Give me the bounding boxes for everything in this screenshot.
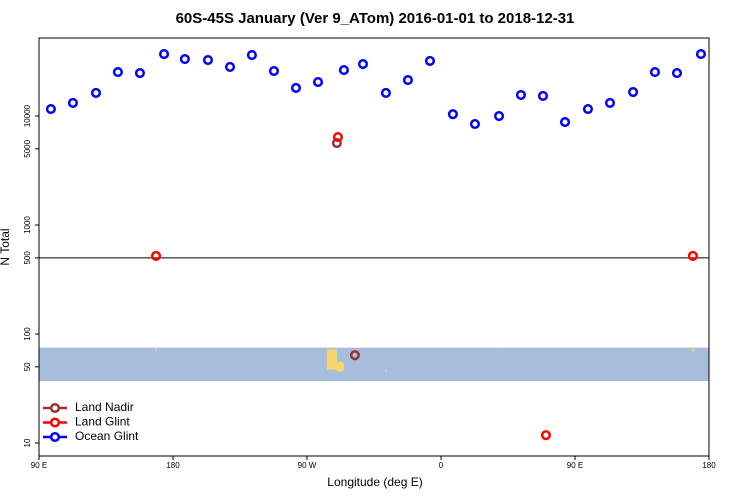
data-point	[246, 49, 257, 61]
y-axis-label: N Total	[0, 228, 12, 265]
data-point	[112, 67, 123, 78]
plot-frame	[38, 37, 710, 457]
data-point	[695, 49, 707, 60]
data-point	[424, 55, 436, 67]
chart-title: 60S-45S January (Ver 9_ATom) 2016-01-01 …	[176, 10, 575, 27]
y-tick-label: 10	[23, 438, 32, 447]
land-shape	[545, 356, 547, 358]
legend-label: Land Glint	[75, 415, 130, 429]
legend-marker	[49, 417, 61, 428]
data-point	[224, 61, 236, 73]
data-point	[290, 82, 302, 94]
data-point	[134, 67, 145, 79]
land-shape	[155, 348, 157, 351]
data-point	[604, 97, 616, 108]
data-point	[268, 65, 279, 77]
data-point	[582, 103, 594, 115]
x-tick-label: 90 E	[31, 461, 47, 470]
land-shape	[691, 348, 695, 352]
data-point	[67, 97, 78, 108]
land-shape	[385, 369, 387, 372]
y-tick-label: 5000	[23, 139, 32, 157]
data-point	[687, 250, 698, 262]
land-shape	[327, 349, 337, 370]
data-point	[159, 49, 170, 60]
legend-marker	[49, 431, 61, 443]
legend-label: Land Nadir	[75, 400, 134, 414]
y-tick-label: 1000	[23, 216, 32, 234]
data-point	[671, 67, 683, 79]
data-point	[349, 350, 360, 361]
data-point	[515, 89, 527, 101]
x-tick-label: 90 W	[298, 461, 317, 470]
data-point	[380, 87, 391, 98]
data-point	[312, 77, 324, 88]
data-point	[338, 65, 349, 76]
y-tick-label: 50	[23, 362, 32, 371]
y-tick-label: 100	[23, 327, 32, 341]
y-tick-label: 10000	[23, 104, 32, 127]
land-shape	[497, 351, 499, 353]
land-shape	[336, 361, 344, 372]
data-point	[628, 86, 639, 98]
data-point	[649, 67, 661, 78]
land-decoration	[155, 348, 695, 372]
data-point	[469, 118, 480, 130]
legend-label: Ocean Glint	[75, 429, 139, 443]
data-point	[331, 138, 342, 149]
x-tick-label: 180	[702, 461, 716, 470]
data-point	[559, 117, 571, 128]
data-point	[402, 74, 413, 86]
data-point	[150, 250, 162, 262]
shaded-band	[39, 347, 709, 382]
data-point	[332, 131, 344, 143]
data-point	[179, 54, 190, 65]
x-tick-label: 90 E	[567, 461, 583, 470]
data-point	[537, 90, 549, 101]
data-point	[494, 110, 505, 122]
legend-marker	[49, 402, 61, 414]
y-tick-label: 500	[23, 251, 32, 265]
x-axis-label: Longitude (deg E)	[327, 475, 422, 489]
data-point	[45, 103, 56, 115]
data-point	[357, 58, 369, 70]
data-point	[540, 430, 552, 441]
x-tick-label: 0	[439, 461, 444, 470]
x-tick-label: 180	[166, 461, 180, 470]
data-point	[202, 55, 214, 66]
data-point	[447, 109, 458, 120]
data-point	[90, 87, 102, 98]
